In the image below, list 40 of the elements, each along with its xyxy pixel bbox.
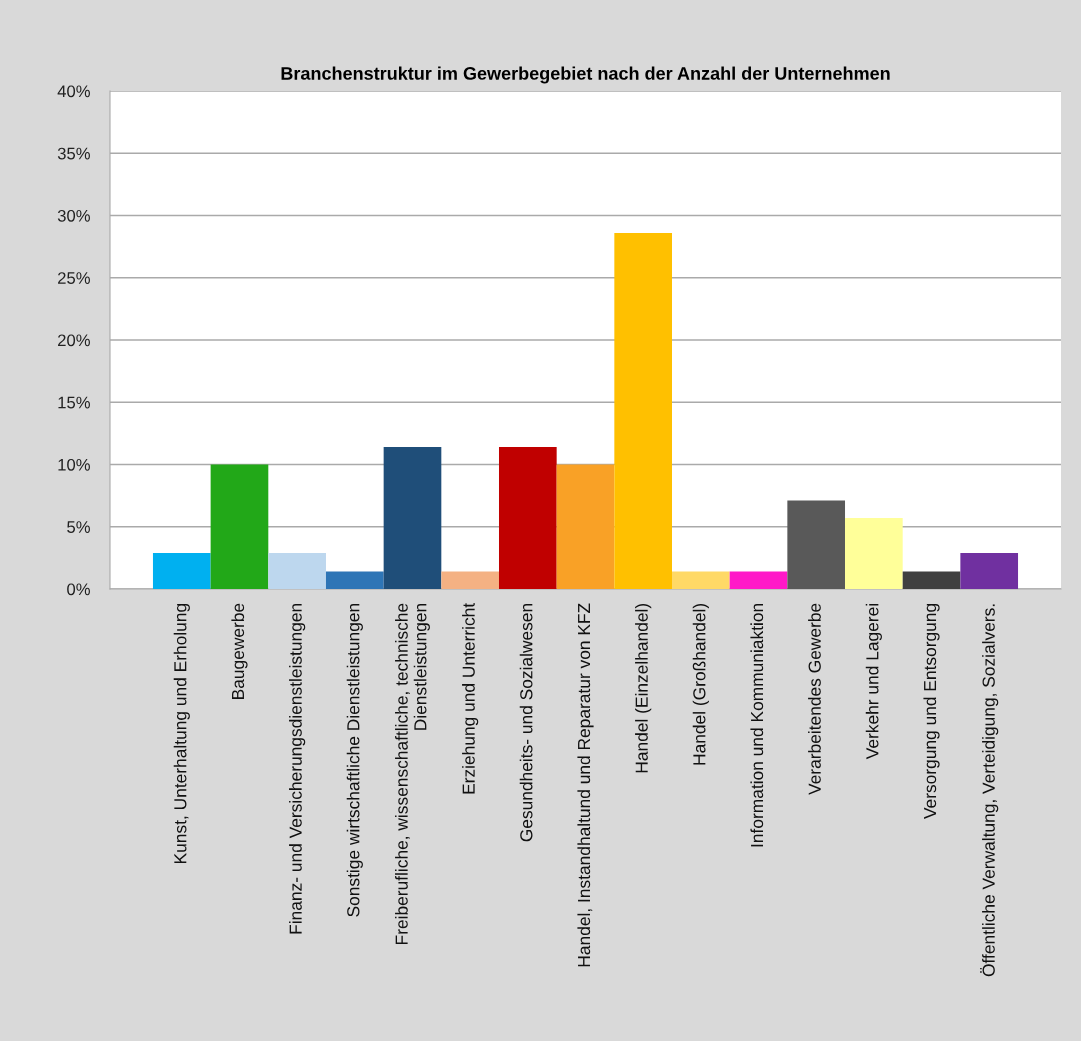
x-tick-label: Verkehr und Lagerei xyxy=(865,604,882,760)
bar xyxy=(729,571,788,589)
bar xyxy=(556,464,615,589)
bar xyxy=(325,571,384,589)
bar xyxy=(268,552,326,589)
y-tick-label: 10% xyxy=(58,458,90,471)
y-tick-label: 15% xyxy=(58,396,90,409)
x-tick-label: Gesundheits- und Sozialwesen xyxy=(519,604,533,842)
bar xyxy=(672,571,730,589)
x-tick-label: Handel (Großhandel) xyxy=(692,603,709,765)
y-tick-label: 0% xyxy=(67,583,90,596)
x-tick-label: Erziehung und Unterricht xyxy=(462,603,479,794)
bar xyxy=(960,552,1019,589)
x-tick-label: Versorgung und Entsorgung xyxy=(923,603,940,820)
chart-title: Branchenstruktur im Gewerbegebiet nach der Anzahl der Unternehmen xyxy=(281,66,890,84)
y-tick-label: 5% xyxy=(67,521,90,533)
x-tick-label: Sonstige wirtschaftliche Dienstleistungen xyxy=(346,604,363,917)
y-tick-label: 40% xyxy=(57,85,90,98)
x-tick-label: Freiberufliche, wissenschaftliche, technische Dienstleistungen xyxy=(395,603,430,944)
bar xyxy=(383,447,442,589)
x-tick-label: Baugewerbe xyxy=(231,603,248,699)
y-tick-label: 35% xyxy=(57,147,90,160)
bar xyxy=(787,500,846,589)
bar xyxy=(498,447,557,589)
x-tick-label: Öffentliche Verwaltung, Verteidigung, Sozialvers. xyxy=(980,604,999,977)
y-tick-label: 25% xyxy=(58,272,90,284)
y-tick-label: 20% xyxy=(58,334,90,347)
x-tick-label: Kunst, Unterhaltung und Erholung xyxy=(173,603,190,864)
bar xyxy=(441,571,499,589)
y-tick-label: 30% xyxy=(57,209,90,222)
bar xyxy=(152,552,211,589)
bar xyxy=(614,232,673,589)
bar xyxy=(845,518,903,589)
x-tick-label: Information und Kommuniaktion xyxy=(750,604,764,847)
bar xyxy=(210,464,269,589)
bar xyxy=(902,571,961,589)
x-tick-label: Handel (Einzelhandel) xyxy=(635,603,652,773)
x-tick-label: Verarbeitendes Gewerbe xyxy=(808,603,821,795)
x-tick-label: Finanz- und Versicherungsdienstleistungen xyxy=(289,603,306,934)
x-tick-label: Handel, Instandhaltund und Reparatur von KFZ xyxy=(577,603,594,967)
